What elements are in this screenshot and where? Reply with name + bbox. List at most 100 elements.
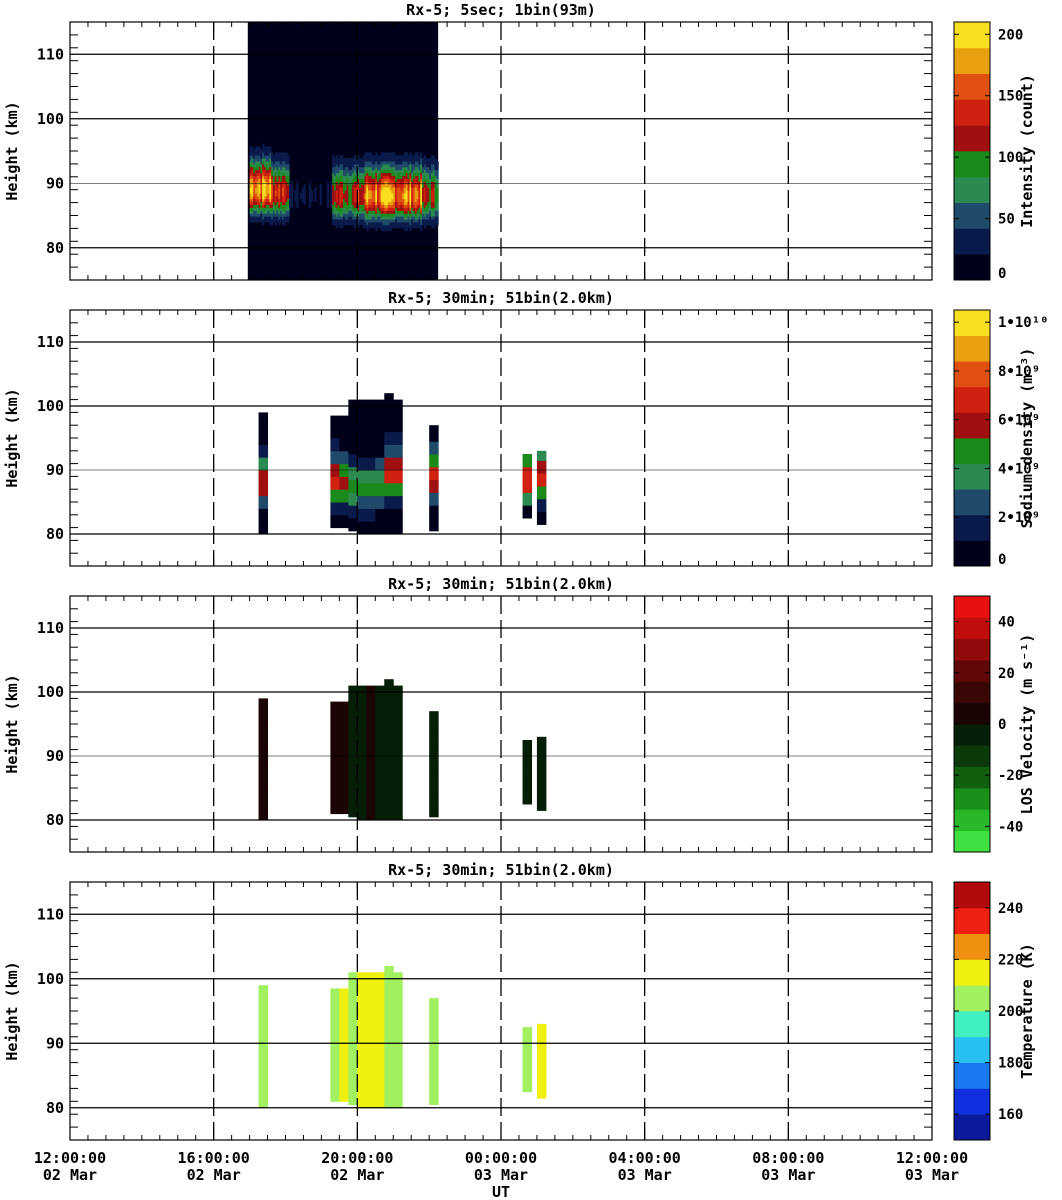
- intensity-cell: [256, 146, 260, 150]
- intensity-cell: [271, 204, 274, 208]
- intensity-cell: [402, 163, 405, 168]
- intensity-cell: [278, 172, 281, 177]
- intensity-cell: [411, 190, 414, 194]
- intensity-cell: [308, 198, 312, 203]
- intensity-cell: [434, 198, 437, 203]
- intensity-cell: [339, 158, 342, 162]
- intensity-cell: [389, 207, 392, 211]
- intensity-cell: [405, 184, 409, 188]
- intensity-cell: [254, 169, 258, 174]
- intensity-cell: [402, 160, 405, 165]
- intensity-cell: [427, 221, 430, 226]
- intensity-cell: [395, 160, 398, 165]
- intensity-cell: [382, 201, 385, 206]
- intensity-cell: [351, 221, 355, 226]
- intensity-cell: [398, 221, 401, 226]
- intensity-cell: [432, 169, 436, 174]
- intensity-cell: [274, 195, 278, 200]
- intensity-cell: [404, 166, 407, 171]
- intensity-cell: [281, 155, 285, 159]
- intensity-cell: [368, 163, 371, 168]
- intensity-cell: [382, 221, 385, 226]
- data-cell: [393, 807, 403, 821]
- intensity-cell: [409, 190, 412, 194]
- intensity-cell: [368, 155, 371, 159]
- intensity-cell: [267, 216, 270, 220]
- intensity-cell: [362, 190, 366, 194]
- intensity-cell: [409, 195, 412, 200]
- intensity-cell: [421, 210, 425, 214]
- intensity-cell: [425, 172, 428, 177]
- intensity-cell: [380, 227, 383, 232]
- intensity-cell: [267, 219, 270, 223]
- intensity-cell: [398, 169, 401, 174]
- intensity-cell: [342, 210, 346, 214]
- data-cell: [393, 431, 403, 445]
- intensity-cell: [276, 152, 279, 156]
- intensity-cell: [413, 221, 416, 226]
- intensity-cell: [274, 198, 278, 203]
- intensity-cell: [384, 216, 387, 220]
- intensity-cell: [251, 184, 254, 188]
- intensity-cell: [386, 190, 389, 194]
- intensity-cell: [398, 155, 401, 159]
- intensity-cell: [339, 210, 342, 214]
- intensity-cell: [357, 216, 360, 220]
- intensity-cell: [360, 160, 364, 165]
- intensity-cell: [416, 201, 419, 206]
- intensity-cell: [348, 201, 351, 206]
- intensity-cell: [382, 158, 385, 162]
- intensity-cell: [251, 152, 254, 156]
- intensity-cell: [258, 201, 261, 206]
- intensity-cell: [398, 219, 401, 223]
- intensity-cell: [436, 192, 439, 197]
- intensity-cell: [348, 160, 351, 165]
- intensity-cell: [265, 213, 269, 217]
- intensity-cell: [272, 175, 276, 179]
- data-cell: [330, 762, 340, 776]
- intensity-cell: [251, 195, 254, 200]
- intensity-cell: [409, 169, 412, 174]
- intensity-cell: [420, 219, 423, 223]
- intensity-cell: [420, 169, 423, 174]
- intensity-cell: [432, 221, 436, 226]
- intensity-cell: [371, 195, 374, 200]
- data-cell: [393, 1017, 403, 1031]
- data-cell: [258, 781, 269, 795]
- data-cell: [348, 688, 358, 703]
- intensity-cell: [287, 213, 290, 217]
- intensity-cell: [262, 172, 265, 177]
- intensity-cell: [359, 192, 362, 197]
- data-cell: [366, 470, 376, 484]
- data-cell: [330, 1062, 340, 1076]
- intensity-cell: [357, 204, 360, 208]
- intensity-cell: [253, 166, 256, 171]
- data-cell: [357, 1056, 367, 1070]
- intensity-cell: [387, 198, 391, 203]
- intensity-cell: [357, 178, 360, 182]
- colorbar-tick-label: 200: [998, 27, 1023, 43]
- intensity-cell: [369, 178, 373, 182]
- intensity-cell: [339, 155, 342, 159]
- intensity-cell: [351, 178, 355, 182]
- intensity-cell: [335, 207, 339, 211]
- intensity-cell: [278, 169, 281, 174]
- intensity-cell: [369, 155, 373, 159]
- intensity-cell: [342, 221, 346, 226]
- data-cell: [393, 1081, 403, 1096]
- intensity-cell: [421, 187, 425, 191]
- intensity-cell: [355, 160, 358, 165]
- intensity-cell: [384, 158, 387, 162]
- intensity-cell: [274, 221, 278, 226]
- intensity-cell: [258, 187, 261, 191]
- intensity-cell: [353, 160, 357, 165]
- intensity-cell: [369, 210, 373, 214]
- data-cell: [429, 791, 439, 805]
- intensity-cell: [377, 190, 380, 194]
- intensity-cell: [395, 210, 398, 214]
- intensity-cell: [425, 207, 428, 211]
- data-cell: [357, 730, 367, 744]
- data-cell: [536, 460, 547, 474]
- intensity-cell: [339, 163, 342, 168]
